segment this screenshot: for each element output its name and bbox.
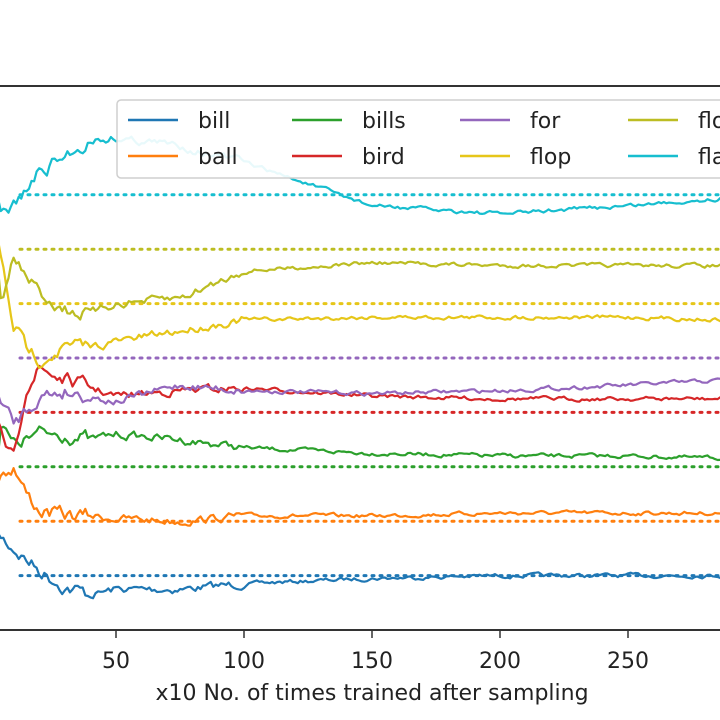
legend-box — [116, 99, 720, 179]
x-tick-label-250: 250 — [607, 649, 649, 674]
x-tick-label-100: 100 — [223, 649, 265, 674]
x-tick-label-50: 50 — [102, 649, 130, 674]
legend-label-flo: flo — [698, 109, 720, 134]
legend: bill ball bills bird for flop flo fla — [116, 99, 720, 179]
series-line-flo — [0, 256, 720, 321]
x-tick-label-150: 150 — [351, 649, 393, 674]
series-line-bill — [0, 534, 720, 600]
legend-label-for: for — [530, 109, 561, 134]
series-line-bird — [0, 364, 720, 452]
legend-label-bird: bird — [362, 145, 405, 170]
legend-label-flop: flop — [530, 145, 571, 170]
legend-label-bill: bill — [198, 109, 230, 134]
x-axis-title: x10 No. of times trained after sampling — [155, 681, 588, 706]
series-line-for — [0, 377, 720, 425]
plot-frame — [0, 85, 720, 631]
legend-label-bills: bills — [362, 109, 406, 134]
series-line-fla — [0, 135, 720, 215]
series-line-bills — [0, 425, 720, 462]
series-group — [0, 135, 720, 600]
series-line-flop — [0, 245, 720, 369]
x-tick-label-200: 200 — [479, 649, 521, 674]
legend-label-ball: ball — [198, 145, 238, 170]
series-line-ball — [0, 467, 720, 527]
legend-label-fla: fla — [698, 145, 720, 170]
